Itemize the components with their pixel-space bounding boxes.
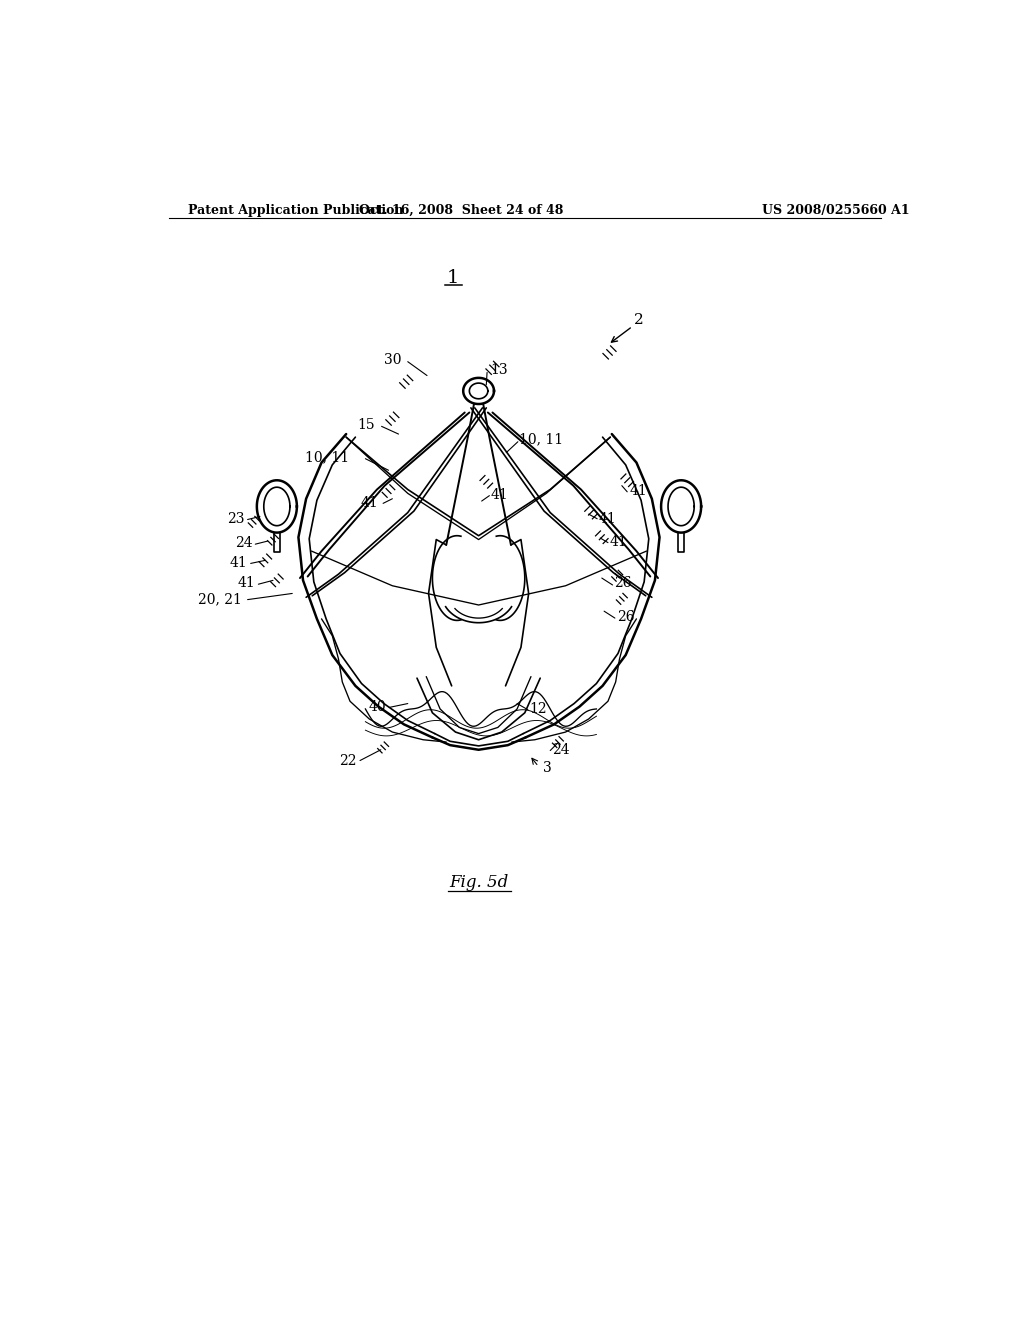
- Text: 41: 41: [490, 488, 509, 502]
- Text: Patent Application Publication: Patent Application Publication: [188, 205, 403, 218]
- Text: 24: 24: [234, 536, 252, 550]
- Text: 23: 23: [227, 512, 245, 525]
- Text: 22: 22: [339, 754, 356, 767]
- Text: 15: 15: [357, 418, 376, 432]
- Text: 10, 11: 10, 11: [305, 450, 349, 465]
- Text: 3: 3: [543, 762, 551, 775]
- Text: 13: 13: [490, 363, 508, 378]
- Text: 26: 26: [617, 610, 635, 623]
- Text: 41: 41: [238, 577, 255, 590]
- Text: 2: 2: [634, 313, 644, 327]
- Text: 41: 41: [360, 495, 379, 510]
- Text: 41: 41: [630, 484, 647, 498]
- Text: 41: 41: [229, 556, 248, 570]
- Text: 1: 1: [446, 269, 459, 286]
- Text: Fig. 5d: Fig. 5d: [449, 874, 508, 891]
- Text: 20, 21: 20, 21: [199, 591, 243, 606]
- Text: 41: 41: [609, 535, 628, 549]
- Text: 24: 24: [553, 743, 570, 756]
- Text: 26: 26: [614, 577, 632, 590]
- Text: 10, 11: 10, 11: [519, 433, 563, 446]
- Text: 41: 41: [599, 512, 616, 525]
- Text: 40: 40: [369, 700, 386, 714]
- Text: 12: 12: [529, 702, 547, 715]
- Text: US 2008/0255660 A1: US 2008/0255660 A1: [762, 205, 909, 218]
- Text: Oct. 16, 2008  Sheet 24 of 48: Oct. 16, 2008 Sheet 24 of 48: [359, 205, 564, 218]
- Text: 30: 30: [384, 354, 401, 367]
